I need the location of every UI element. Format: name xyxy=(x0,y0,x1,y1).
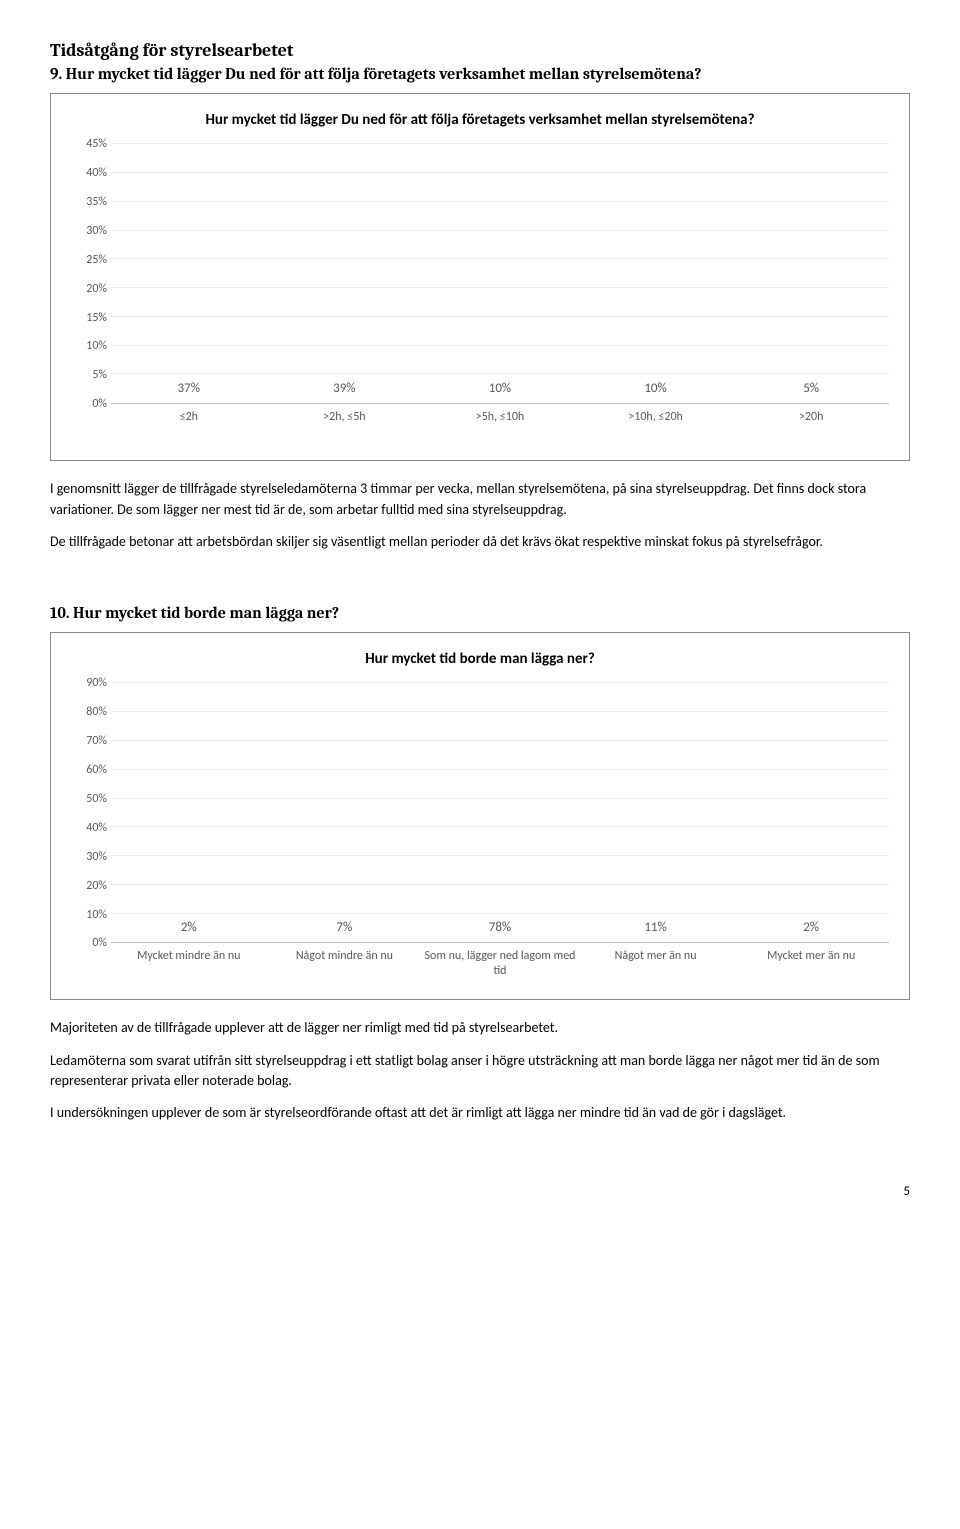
page-number: 5 xyxy=(50,1184,910,1199)
q10-chart-box: Hur mycket tid borde man lägga ner? 0% 10… xyxy=(50,632,910,1000)
y-tick: 35% xyxy=(71,195,107,209)
bar-value: 2% xyxy=(181,920,197,935)
bar-value: 39% xyxy=(333,381,355,396)
x-label: >10h, ≤20h xyxy=(578,404,734,444)
q9-heading: 9. Hur mycket tid lägger Du ned för att … xyxy=(50,65,910,83)
q10-para1: Majoriteten av de tillfrågade upplever a… xyxy=(50,1018,910,1038)
y-tick: 40% xyxy=(71,821,107,835)
bar-value: 37% xyxy=(178,381,200,396)
y-tick: 50% xyxy=(71,792,107,806)
y-tick: 0% xyxy=(71,397,107,411)
x-label: Mycket mindre än nu xyxy=(111,943,267,983)
q10-para3: I undersökningen upplever de som är styr… xyxy=(50,1103,910,1123)
y-tick: 5% xyxy=(71,368,107,382)
x-label: Som nu, lägger ned lagom med tid xyxy=(422,943,578,983)
y-tick: 25% xyxy=(71,253,107,267)
q9-chart-box: Hur mycket tid lägger Du ned för att föl… xyxy=(50,93,910,461)
q9-chart-title: Hur mycket tid lägger Du ned för att föl… xyxy=(153,110,807,130)
q10-heading: 10. Hur mycket tid borde man lägga ner? xyxy=(50,604,910,622)
y-tick: 90% xyxy=(71,676,107,690)
y-tick: 30% xyxy=(71,850,107,864)
y-tick: 40% xyxy=(71,166,107,180)
x-label: Något mindre än nu xyxy=(267,943,423,983)
y-tick: 20% xyxy=(71,879,107,893)
q10-chart-area: 0%10%20%30%40%50%60%70%80%90%2%7%78%11%2… xyxy=(111,683,889,983)
bar-value: 78% xyxy=(489,920,511,935)
bar-value: 10% xyxy=(489,381,511,396)
y-tick: 20% xyxy=(71,282,107,296)
y-tick: 10% xyxy=(71,339,107,353)
section-title: Tidsåtgång för styrelsearbetet xyxy=(50,40,910,61)
y-tick: 70% xyxy=(71,734,107,748)
y-tick: 60% xyxy=(71,763,107,777)
y-tick: 15% xyxy=(71,311,107,325)
q9-chart-area: 0%5%10%15%20%25%30%35%40%45%37%39%10%10%… xyxy=(111,144,889,444)
q10-chart-title: Hur mycket tid borde man lägga ner? xyxy=(153,649,807,669)
x-label: >5h, ≤10h xyxy=(422,404,578,444)
bar-value: 2% xyxy=(803,920,819,935)
x-label: >20h xyxy=(733,404,889,444)
x-label: ≤2h xyxy=(111,404,267,444)
y-tick: 80% xyxy=(71,705,107,719)
x-label: Mycket mer än nu xyxy=(733,943,889,983)
y-tick: 30% xyxy=(71,224,107,238)
x-label: Något mer än nu xyxy=(578,943,734,983)
q9-para1: I genomsnitt lägger de tillfrågade styre… xyxy=(50,479,910,520)
q10-para2: Ledamöterna som svarat utifrån sitt styr… xyxy=(50,1051,910,1092)
bar-value: 5% xyxy=(803,381,819,396)
q9-para2: De tillfrågade betonar att arbetsbördan … xyxy=(50,532,910,552)
bar-value: 11% xyxy=(644,920,666,935)
y-tick: 45% xyxy=(71,137,107,151)
x-label: >2h, ≤5h xyxy=(267,404,423,444)
bar-value: 10% xyxy=(644,381,666,396)
y-tick: 0% xyxy=(71,936,107,950)
bar-value: 7% xyxy=(336,920,352,935)
y-tick: 10% xyxy=(71,908,107,922)
